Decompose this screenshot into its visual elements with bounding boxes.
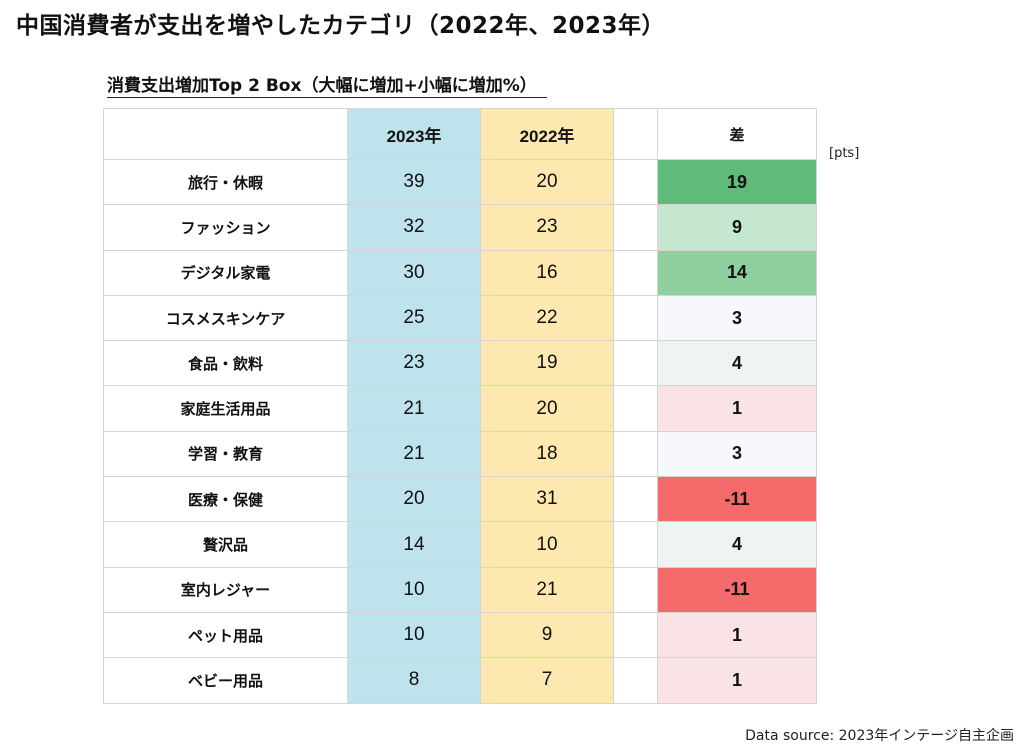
category-cell: デジタル家電 [103,249,348,296]
value-2023-cell: 32 [347,204,481,251]
spacer-cell [613,657,658,704]
spacer-cell [613,249,658,296]
table-row: 医療・保健 20 31 -11 [103,476,817,523]
spacer-cell [613,385,658,432]
comparison-table: 2023年 2022年 差 旅行・休暇 39 20 19 ファッション 32 23 9 デジタル… [103,108,817,704]
value-2022-cell: 21 [480,566,614,613]
value-2022-cell: 22 [480,294,614,342]
diff-cell: 4 [657,340,817,387]
diff-cell: 1 [657,611,817,659]
diff-cell: 9 [657,204,817,251]
table-row: ベビー用品 8 7 1 [103,657,817,704]
value-2023-cell: 8 [347,657,481,704]
category-cell: 贅沢品 [103,521,348,568]
spacer-cell [613,158,658,206]
spacer-cell [613,521,658,568]
value-2023-cell: 39 [347,158,481,206]
header-2022: 2022年 [480,108,614,160]
value-2022-cell: 31 [480,476,614,523]
category-cell: ペット用品 [103,611,348,659]
category-cell: ファッション [103,204,348,251]
table-row: 室内レジャー 10 21 -11 [103,566,817,613]
value-2022-cell: 18 [480,430,614,478]
table-row: コスメスキンケア 25 22 3 [103,294,817,342]
spacer-cell [613,294,658,342]
category-cell: 家庭生活用品 [103,385,348,432]
header-category [103,108,348,160]
category-cell: ベビー用品 [103,657,348,704]
category-cell: 室内レジャー [103,566,348,613]
table-subtitle: 消費支出増加Top 2 Box（大幅に増加+小幅に増加%） [107,71,547,98]
diff-cell: 19 [657,158,817,206]
table-row: ペット用品 10 9 1 [103,611,817,659]
diff-cell: 3 [657,430,817,478]
spacer-cell [613,340,658,387]
header-2023: 2023年 [347,108,481,160]
spacer-cell [613,430,658,478]
value-2022-cell: 16 [480,249,614,296]
diff-cell: -11 [657,476,817,523]
diff-cell: 14 [657,249,817,296]
category-cell: コスメスキンケア [103,294,348,342]
value-2023-cell: 14 [347,521,481,568]
value-2023-cell: 10 [347,611,481,659]
value-2023-cell: 10 [347,566,481,613]
header-spacer [613,108,658,160]
value-2022-cell: 9 [480,611,614,659]
value-2022-cell: 19 [480,340,614,387]
table-row: 旅行・休暇 39 20 19 [103,158,817,206]
spacer-cell [613,566,658,613]
value-2022-cell: 20 [480,385,614,432]
table-row: ファッション 32 23 9 [103,204,817,251]
value-2023-cell: 21 [347,385,481,432]
value-2023-cell: 30 [347,249,481,296]
spacer-cell [613,204,658,251]
value-2022-cell: 7 [480,657,614,704]
table-row: デジタル家電 30 16 14 [103,249,817,296]
value-2023-cell: 23 [347,340,481,387]
table-body: 旅行・休暇 39 20 19 ファッション 32 23 9 デジタル家電 30 16 14 コスメスキン… [103,158,817,704]
value-2023-cell: 21 [347,430,481,478]
value-2022-cell: 20 [480,158,614,206]
unit-label: [pts] [829,146,860,161]
category-cell: 医療・保健 [103,476,348,523]
diff-cell: 4 [657,521,817,568]
table-header-row: 2023年 2022年 差 [103,108,817,160]
diff-cell: 1 [657,657,817,704]
value-2023-cell: 20 [347,476,481,523]
spacer-cell [613,476,658,523]
value-2022-cell: 23 [480,204,614,251]
value-2022-cell: 10 [480,521,614,568]
table-row: 学習・教育 21 18 3 [103,430,817,478]
data-source: Data source: 2023年インテージ自主企画 [745,728,1014,744]
diff-cell: 1 [657,385,817,432]
header-diff: 差 [657,108,817,160]
category-cell: 学習・教育 [103,430,348,478]
spacer-cell [613,611,658,659]
diff-cell: -11 [657,566,817,613]
table-row: 家庭生活用品 21 20 1 [103,385,817,432]
page-title: 中国消費者が支出を増やしたカテゴリ（2022年、2023年） [16,13,666,39]
diff-cell: 3 [657,294,817,342]
value-2023-cell: 25 [347,294,481,342]
table-row: 贅沢品 14 10 4 [103,521,817,568]
category-cell: 旅行・休暇 [103,158,348,206]
category-cell: 食品・飲料 [103,340,348,387]
table-row: 食品・飲料 23 19 4 [103,340,817,387]
